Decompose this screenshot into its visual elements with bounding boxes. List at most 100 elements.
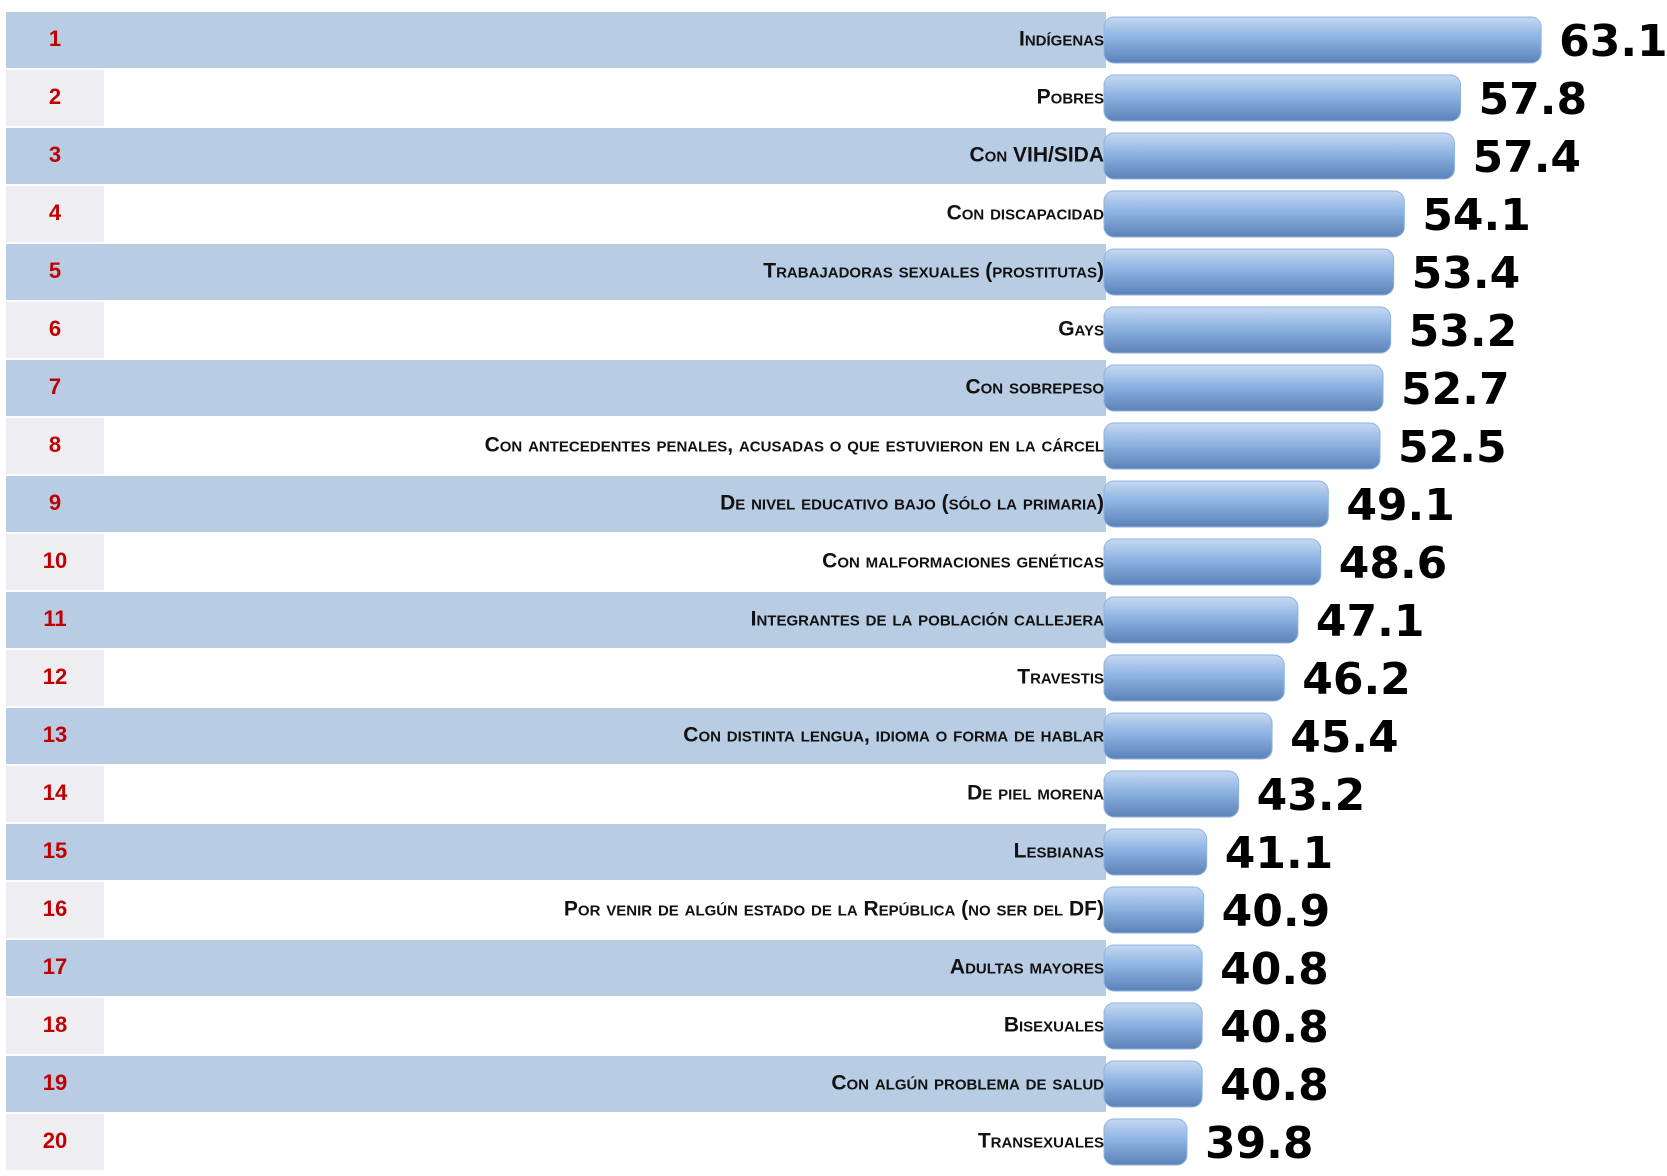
- row-band: [6, 12, 1106, 68]
- rank-cell: [6, 708, 104, 764]
- rank-cell: [6, 1114, 104, 1170]
- value-label: 53.4: [1412, 248, 1521, 299]
- row-band: [6, 882, 1106, 938]
- rank: 20: [43, 1128, 67, 1153]
- value-label: 57.4: [1472, 132, 1581, 183]
- value-label: 40.8: [1220, 1060, 1329, 1111]
- bar: [1103, 16, 1542, 64]
- bar: [1103, 944, 1203, 992]
- bar: [1103, 190, 1405, 238]
- rank-cell: [6, 244, 104, 300]
- value-label: 46.2: [1302, 654, 1411, 705]
- row-band: [6, 360, 1106, 416]
- rank: 15: [43, 838, 67, 863]
- row-band: [6, 824, 1106, 880]
- row-band: [6, 302, 1106, 358]
- value-label: 40.8: [1220, 1002, 1329, 1053]
- rank: 13: [43, 722, 67, 747]
- value-label: 52.7: [1401, 364, 1510, 415]
- value-label: 52.5: [1398, 422, 1507, 473]
- value-label: 45.4: [1290, 712, 1399, 763]
- rank-cell: [6, 1056, 104, 1112]
- row-band: [6, 1056, 1106, 1112]
- row-band: [6, 418, 1106, 474]
- bar: [1103, 1118, 1188, 1166]
- row-band: [6, 186, 1106, 242]
- value-label: 40.8: [1220, 944, 1329, 995]
- row-band: [6, 244, 1106, 300]
- rank: 7: [49, 374, 61, 399]
- category-label: Adultas mayores: [950, 956, 1104, 979]
- rank-cell: [6, 360, 104, 416]
- rank-cell: [6, 128, 104, 184]
- category-label: Con sobrepeso: [965, 376, 1104, 399]
- rank-cell: [6, 650, 104, 706]
- category-label: Con malformaciones genéticas: [822, 550, 1104, 573]
- rank-cell: [6, 186, 104, 242]
- category-label: Gays: [1058, 318, 1104, 341]
- bar: [1103, 1002, 1203, 1050]
- category-label: Lesbianas: [1014, 840, 1104, 863]
- bar: [1103, 422, 1381, 470]
- category-label: Con algún problema de salud: [831, 1072, 1104, 1095]
- value-label: 40.9: [1222, 886, 1331, 937]
- bar: [1103, 712, 1273, 760]
- bar: [1103, 654, 1285, 702]
- category-label: Travestis: [1017, 666, 1104, 689]
- rank-cell: [6, 534, 104, 590]
- row-band: [6, 998, 1106, 1054]
- value-label: 43.2: [1257, 770, 1366, 821]
- category-label: Indígenas: [1019, 28, 1104, 51]
- bar: [1103, 74, 1462, 122]
- rank: 6: [49, 316, 61, 341]
- rank: 3: [49, 142, 61, 167]
- rank: 14: [43, 780, 68, 805]
- category-label: Integrantes de la población callejera: [751, 608, 1105, 631]
- row-band: [6, 534, 1106, 590]
- category-label: De nivel educativo bajo (sólo la primari…: [720, 492, 1104, 515]
- rank-cell: [6, 940, 104, 996]
- rank: 16: [43, 896, 67, 921]
- rank: 4: [49, 200, 62, 225]
- value-label: 49.1: [1346, 480, 1455, 531]
- row-band: [6, 70, 1106, 126]
- category-label: Bisexuales: [1004, 1014, 1104, 1037]
- category-label: Transexuales: [978, 1130, 1104, 1153]
- value-label: 48.6: [1339, 538, 1448, 589]
- value-label: 57.8: [1479, 74, 1588, 125]
- bar: [1103, 480, 1329, 528]
- category-label: Por venir de algún estado de la Repúblic…: [564, 898, 1104, 921]
- rank-cell: [6, 476, 104, 532]
- rank: 1: [49, 26, 61, 51]
- rank: 17: [43, 954, 67, 979]
- bar: [1103, 132, 1455, 180]
- value-label: 47.1: [1316, 596, 1425, 647]
- category-label: Con discapacidad: [947, 202, 1105, 225]
- bar: [1103, 886, 1205, 934]
- rank-cell: [6, 302, 104, 358]
- bar: [1103, 596, 1299, 644]
- category-label: De piel morena: [967, 782, 1104, 805]
- bar: [1103, 770, 1240, 818]
- value-label: 63.1: [1559, 16, 1667, 67]
- rank-cell: [6, 418, 104, 474]
- rank-cell: [6, 12, 104, 68]
- rank: 8: [49, 432, 61, 457]
- value-label: 39.8: [1205, 1118, 1314, 1169]
- rank-cell: [6, 824, 104, 880]
- row-band: [6, 650, 1106, 706]
- category-label: Trabajadoras sexuales (prostitutas): [763, 260, 1104, 283]
- category-label: Con distinta lengua, idioma o forma de h…: [683, 724, 1104, 747]
- bar: [1103, 828, 1208, 876]
- value-label: 53.2: [1409, 306, 1518, 357]
- row-band: [6, 128, 1106, 184]
- bar: [1103, 306, 1392, 354]
- rank: 9: [49, 490, 61, 515]
- rank-cell: [6, 70, 104, 126]
- rank: 5: [49, 258, 61, 283]
- rank-cell: [6, 766, 104, 822]
- bar: [1103, 538, 1322, 586]
- rank: 11: [43, 606, 66, 631]
- bar: [1103, 1060, 1203, 1108]
